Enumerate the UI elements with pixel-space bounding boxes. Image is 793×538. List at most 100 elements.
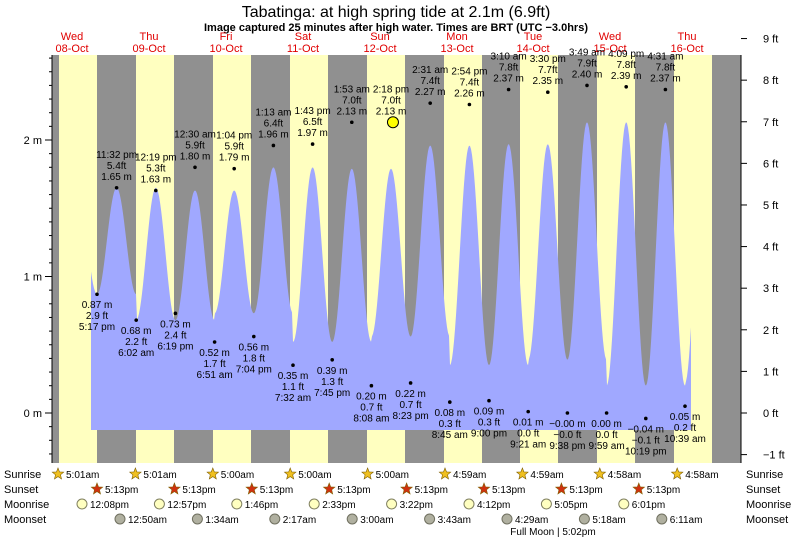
tide-feet-label: 6.5ft xyxy=(303,117,323,128)
moonrise-icon xyxy=(386,498,398,510)
tide-metre-label: 0.01 m xyxy=(513,418,544,429)
tide-feet-label: 1.3 ft xyxy=(321,377,343,388)
tide-metre-label: 0.87 m xyxy=(82,300,113,311)
moonset-icon xyxy=(191,513,203,525)
tide-feet-label: −0.1 ft xyxy=(632,435,660,446)
sunrise-time: 4:59am xyxy=(453,470,486,481)
tide-metre-label: 0.20 m xyxy=(356,392,387,403)
sunset-time: 5:13pm xyxy=(182,485,215,496)
tide-time-label: 10:39 am xyxy=(664,434,706,445)
tide-point xyxy=(585,83,589,88)
tide-point xyxy=(683,404,687,408)
sunrise-time: 4:59am xyxy=(530,470,563,481)
tide-feet-label: 0.0 ft xyxy=(517,429,539,440)
tide-metre-label: 0.00 m xyxy=(591,419,622,430)
tide-metre-label: 0.35 m xyxy=(278,371,309,382)
moonset-icon xyxy=(114,513,126,525)
tide-point xyxy=(408,381,413,385)
sunrise-icon xyxy=(593,467,607,480)
moonset-icon xyxy=(269,513,281,525)
sunrise-icon xyxy=(128,467,142,480)
tide-point xyxy=(467,102,472,107)
tide-feet-label: 7.8ft xyxy=(616,60,636,71)
tide-metre-label: 0.68 m xyxy=(121,326,152,337)
tide-metre-label: −0.00 m xyxy=(549,419,585,430)
tide-feet-label: 7.0ft xyxy=(342,95,362,106)
tide-point xyxy=(212,340,217,344)
daylight-band xyxy=(59,55,97,463)
tide-metre-label: 2.40 m xyxy=(572,69,603,80)
sunset-time: 5:13pm xyxy=(647,485,680,496)
moonrise-time: 6:01pm xyxy=(632,500,665,511)
tide-time-label: 2:18 pm xyxy=(373,84,409,95)
tide-point xyxy=(154,188,158,193)
tide-time-label: 3:30 pm xyxy=(530,54,566,65)
day-date: 10-Oct xyxy=(209,43,242,55)
day-name: Sun xyxy=(370,31,390,43)
moonrise-time: 3:22pm xyxy=(400,500,433,511)
sunrise-time: 5:01am xyxy=(143,470,176,481)
row-label-right-sunset: Sunset xyxy=(746,484,780,496)
moonset-icon xyxy=(346,513,358,525)
tide-time-label: 1:13 am xyxy=(255,107,291,118)
tide-feet-label: 5.9ft xyxy=(224,142,244,153)
tide-point xyxy=(173,311,178,316)
tide-metre-label: 1.63 m xyxy=(141,175,172,186)
sunrise-time: 5:00am xyxy=(376,470,409,481)
sunset-icon xyxy=(632,482,646,495)
tide-point xyxy=(252,334,256,339)
sunrise-time: 4:58am xyxy=(608,470,641,481)
moonset-time: 1:34am xyxy=(205,515,238,526)
sunrise-icon xyxy=(670,467,684,480)
tide-time-label: 2:31 am xyxy=(412,65,448,76)
moonset-time: 3:00am xyxy=(360,515,393,526)
tide-feet-label: 7.8ft xyxy=(656,62,676,73)
moonrise-time: 2:33pm xyxy=(322,500,355,511)
tide-feet-label: 6.4ft xyxy=(264,118,284,129)
day-name: Fri xyxy=(220,31,233,43)
tide-metre-label: 1.65 m xyxy=(101,172,132,183)
tide-point xyxy=(350,120,354,125)
right-tick-label: 5 ft xyxy=(763,200,778,212)
sunset-time: 5:13pm xyxy=(569,485,602,496)
sunrise-time: 5:00am xyxy=(298,470,331,481)
tide-point xyxy=(565,411,570,415)
moonset-icon xyxy=(501,513,513,525)
tide-time-label: 6:19 pm xyxy=(157,341,193,352)
tide-point xyxy=(232,166,236,171)
tide-point xyxy=(114,185,119,190)
tide-feet-label: 2.4 ft xyxy=(164,330,186,341)
sunset-time: 5:13pm xyxy=(260,485,293,496)
day-date: 11-Oct xyxy=(287,43,319,55)
sunset-icon xyxy=(322,482,336,495)
tide-feet-label: 7.8ft xyxy=(499,62,519,73)
moonset-icon xyxy=(578,513,590,525)
tide-metre-label: 1.79 m xyxy=(219,153,250,164)
tide-time-label: 1:43 pm xyxy=(295,106,331,117)
tide-time-label: 9:38 pm xyxy=(549,441,585,452)
tide-point xyxy=(663,87,668,92)
sunrise-icon xyxy=(206,467,220,480)
tide-time-label: 8:45 am xyxy=(432,430,468,441)
moonrise-icon xyxy=(153,498,165,510)
tide-metre-label: 0.52 m xyxy=(199,348,230,359)
tide-metre-label: 0.73 m xyxy=(160,319,191,330)
tide-time-label: 6:51 am xyxy=(197,370,233,381)
day-name: Thu xyxy=(678,31,697,43)
row-label-moonrise: Moonrise xyxy=(4,499,49,511)
tide-feet-label: 1.1 ft xyxy=(282,382,304,393)
tide-time-label: 4:31 am xyxy=(647,51,683,62)
tide-time-label: 9:21 am xyxy=(510,440,546,451)
day-date: 13-Oct xyxy=(440,43,473,55)
tide-time-label: 12:30 am xyxy=(174,129,216,140)
tide-feet-label: −0.0 ft xyxy=(553,430,581,441)
moonset-time: 6:11am xyxy=(670,515,703,526)
sunrise-time: 5:01am xyxy=(66,470,99,481)
tide-point xyxy=(487,398,491,403)
tide-time-label: 10:19 pm xyxy=(625,446,667,457)
current-level-marker xyxy=(386,116,399,129)
tide-metre-label: 2.13 m xyxy=(376,106,407,117)
moonrise-icon xyxy=(231,498,243,510)
tide-metre-label: 0.39 m xyxy=(317,366,348,377)
tide-time-label: 7:32 am xyxy=(275,393,311,404)
